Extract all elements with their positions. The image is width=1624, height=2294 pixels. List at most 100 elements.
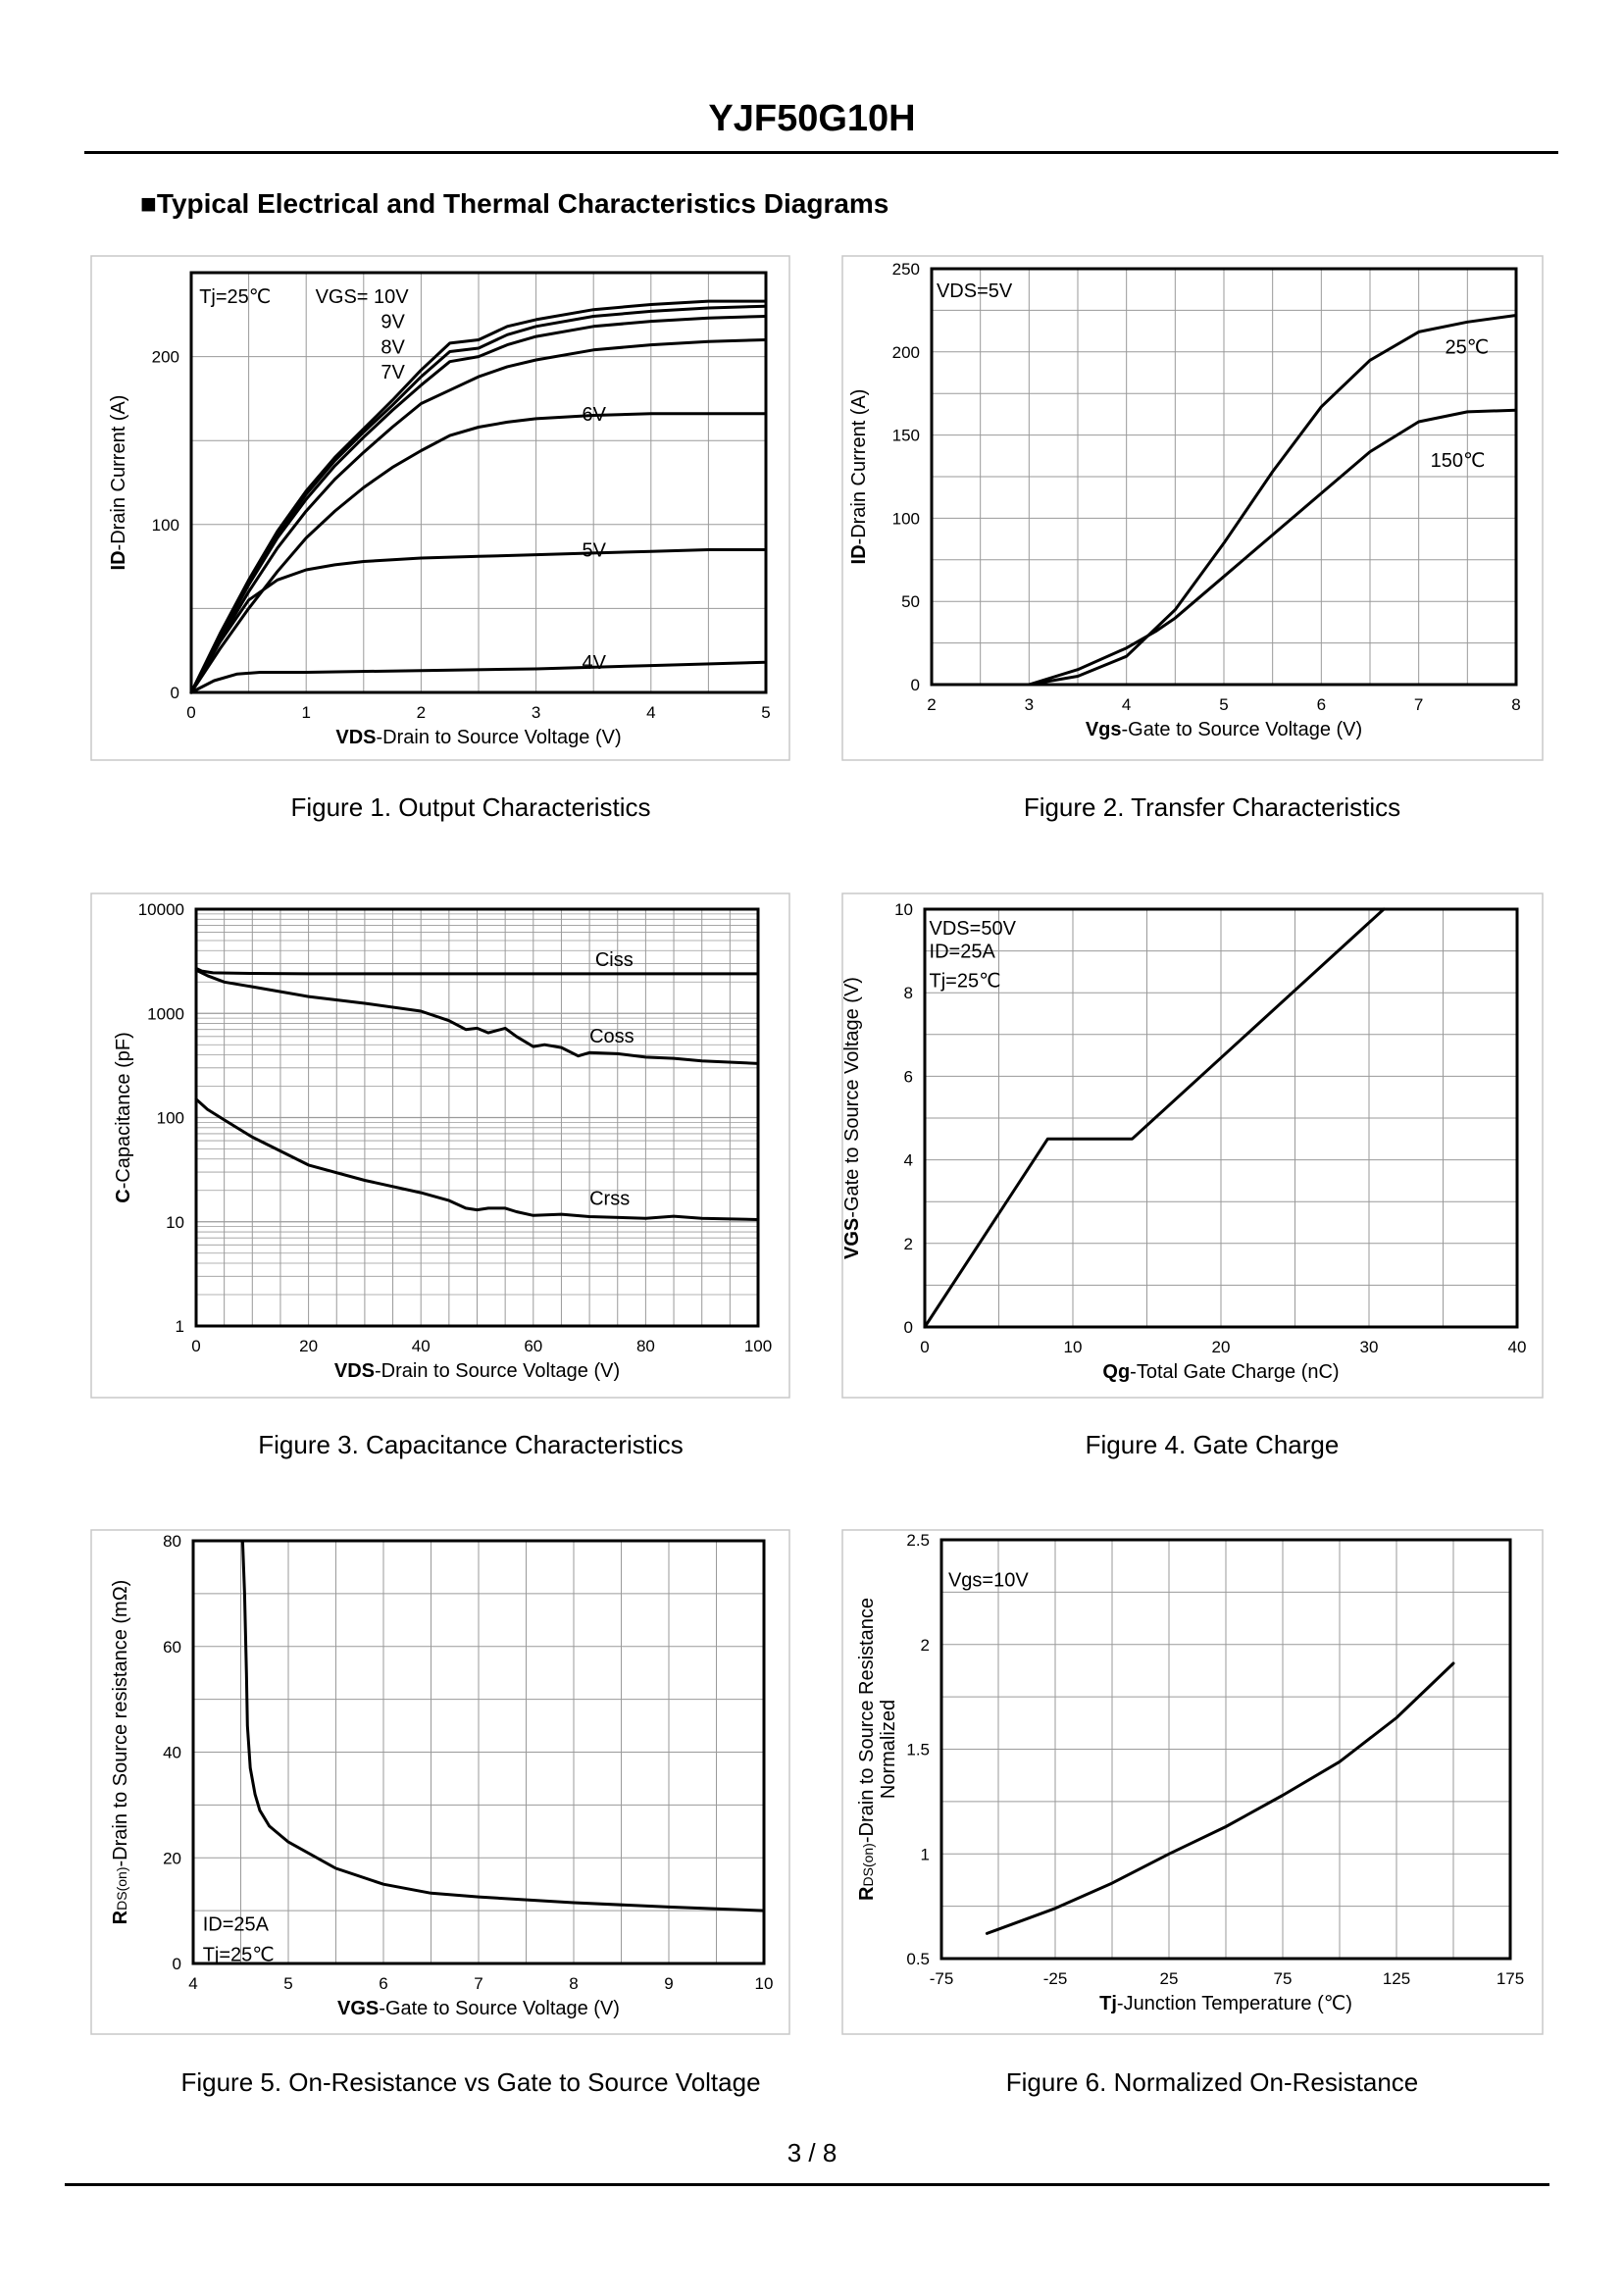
x-tick-label: 40 xyxy=(1508,1338,1527,1356)
x-tick-label: 25 xyxy=(1160,1969,1179,1988)
x-tick-label: 7 xyxy=(474,1974,482,1993)
x-axis-label-bold: Vgs xyxy=(1086,719,1122,740)
y-tick-label: 8 xyxy=(904,984,913,1002)
x-axis-label-rest: -Gate to Source Voltage (V) xyxy=(1122,719,1363,740)
gridlines xyxy=(193,1541,764,1963)
x-tick-label: 60 xyxy=(524,1337,542,1355)
series-line-vgs-10v xyxy=(189,299,768,694)
section-title: ■Typical Electrical and Thermal Characte… xyxy=(140,188,889,219)
x-tick-label: 3 xyxy=(532,703,540,722)
annotation: ID=25A xyxy=(930,942,996,963)
x-tick-label: 5 xyxy=(1219,695,1228,714)
series-line-vgs-9v xyxy=(189,304,768,694)
y-axis-label-bold: R xyxy=(110,1910,131,1924)
x-axis-label-bold: Tj xyxy=(1099,1993,1117,2014)
y-tick-label: 1 xyxy=(176,1317,184,1336)
plot-border xyxy=(191,1539,766,1965)
x-tick-label: 7 xyxy=(1414,695,1423,714)
annotation: 6V xyxy=(582,404,606,426)
annotation: 9V xyxy=(381,312,405,333)
series-line-ciss xyxy=(194,966,760,976)
y-tick-label: 100 xyxy=(157,1109,184,1128)
y-axis-label: ID-Drain Current (A) xyxy=(848,389,870,565)
y-axis-label: RDS(on)-Drain to Source resistance (mΩ) xyxy=(110,1580,131,1925)
gridlines xyxy=(941,1540,1510,1959)
annotation: ID=25A xyxy=(203,1914,270,1936)
annotation: VDS=5V xyxy=(937,280,1013,302)
series-line-crss xyxy=(194,1097,760,1221)
y-tick-label: 2.5 xyxy=(906,1531,930,1550)
y-tick-label: 200 xyxy=(152,348,179,367)
y-tick-label: 1.5 xyxy=(906,1741,930,1759)
gridlines xyxy=(191,273,766,692)
gridlines xyxy=(932,269,1516,685)
figure-5-caption: Figure 5. On-Resistance vs Gate to Sourc… xyxy=(180,2067,761,2097)
chart-fig6: -75 -25 25 75 125 175 0.5 1 1.5 2 2.5 Tj-Junction T… xyxy=(841,1529,1544,2035)
plot-border xyxy=(930,267,1518,687)
x-tick-label: 6 xyxy=(1317,695,1326,714)
header-rule xyxy=(84,151,1558,154)
x-axis-label: VDS-Drain to Source Voltage (V) xyxy=(334,1360,620,1382)
x-axis-label-bold: VGS xyxy=(337,1998,379,2019)
y-axis-label-rest: -Drain Current (A) xyxy=(108,395,129,551)
y-axis-label-sub: DS(on) xyxy=(860,1843,876,1886)
x-tick-label: 5 xyxy=(283,1974,292,1993)
figure-6-caption: Figure 6. Normalized On-Resistance xyxy=(1005,2067,1419,2097)
x-tick-label: 30 xyxy=(1360,1338,1379,1356)
page-title: YJF50G10H xyxy=(708,98,916,139)
annotation: Crss xyxy=(589,1188,630,1209)
annotation: Vgs=10V xyxy=(948,1570,1029,1592)
y-axis-label-rest: -Gate to Source Voltage (V) xyxy=(841,977,863,1218)
y-tick-label: 2 xyxy=(921,1636,930,1655)
series-line-rds-on- xyxy=(240,1539,766,1912)
series-line-vgs-4v xyxy=(189,660,768,694)
y-axis-label-bold: VGS xyxy=(841,1218,863,1259)
annotation: Coss xyxy=(589,1026,634,1047)
x-axis-label: Tj-Junction Temperature (℃) xyxy=(1099,1993,1352,2014)
chart-frame xyxy=(841,1529,1544,2035)
y-tick-label: 60 xyxy=(163,1638,181,1657)
y-axis-label-sub: DS(on) xyxy=(114,1867,129,1911)
annotation: 8V xyxy=(381,336,405,358)
x-axis-label-rest: -Drain to Source Voltage (V) xyxy=(375,1360,620,1382)
chart-frame xyxy=(841,892,1544,1399)
x-tick-label: 4 xyxy=(188,1974,197,1993)
y-tick-label: 200 xyxy=(892,343,920,362)
x-tick-label: 1 xyxy=(301,703,310,722)
y-axis-label-bold: ID xyxy=(108,550,129,570)
y-tick-label: 0 xyxy=(904,1318,913,1337)
y-tick-label: 0 xyxy=(173,1955,181,1973)
plot-border xyxy=(923,907,1519,1329)
x-tick-label: 20 xyxy=(1212,1338,1231,1356)
x-tick-label: 8 xyxy=(1511,695,1520,714)
y-axis-label-bold: R xyxy=(856,1886,878,1901)
y-tick-label: 10 xyxy=(894,900,913,919)
x-tick-label: 6 xyxy=(379,1974,387,1993)
y-tick-label: 4 xyxy=(904,1151,913,1170)
series-line-vgs-5v xyxy=(189,548,768,694)
x-tick-label: 20 xyxy=(299,1337,318,1355)
chart-fig1: 0 1 2 3 4 5 0 100 200 VDS-Drain to Source Voltage… xyxy=(90,255,790,761)
x-tick-label: 10 xyxy=(1064,1338,1083,1356)
x-axis-label-bold: VDS xyxy=(335,727,376,748)
y-axis-label: ID-Drain Current (A) xyxy=(108,395,129,571)
series-line-normalized-rds-on- xyxy=(985,1661,1455,1935)
chart-fig4: 0 10 20 30 40 0 2 4 6 8 10 Qg-Total Gate Charge (nC… xyxy=(841,892,1544,1399)
x-tick-label: 4 xyxy=(1122,695,1131,714)
chart-frame xyxy=(90,1529,790,2035)
figure-4-caption: Figure 4. Gate Charge xyxy=(1085,1430,1340,1459)
x-axis-label-bold: VDS xyxy=(334,1360,375,1382)
x-axis-label-rest: -Junction Temperature (℃) xyxy=(1117,1993,1352,2014)
figure-1-caption: Figure 1. Output Characteristics xyxy=(290,792,651,822)
x-tick-label: -25 xyxy=(1043,1969,1068,1988)
x-axis-label-bold: Qg xyxy=(1102,1361,1130,1383)
x-tick-label: 100 xyxy=(744,1337,772,1355)
plot-border xyxy=(939,1538,1512,1961)
x-tick-label: 125 xyxy=(1383,1969,1410,1988)
x-tick-label: -75 xyxy=(930,1969,954,1988)
y-axis-label-line2: Normalized xyxy=(878,1700,899,1799)
y-tick-label: 0 xyxy=(171,684,179,702)
y-tick-label: 0.5 xyxy=(906,1950,930,1968)
annotation: 150℃ xyxy=(1431,450,1486,472)
